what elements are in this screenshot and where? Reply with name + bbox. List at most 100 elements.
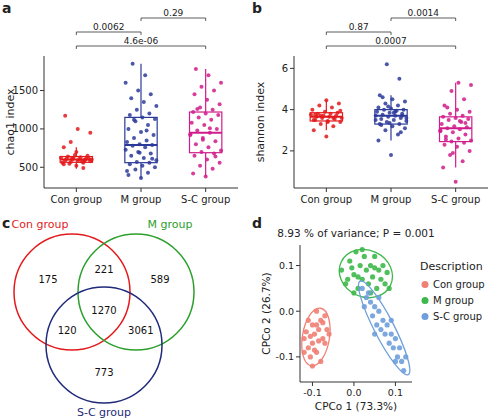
point [67,162,71,166]
point [322,341,327,346]
point [87,157,91,161]
point [211,167,215,171]
point [397,122,401,126]
point [462,141,466,145]
y-tick [40,167,44,168]
point [126,127,130,131]
point [462,97,466,101]
point [312,347,317,352]
point [395,354,400,359]
point [209,118,213,122]
point [197,115,201,119]
x-axis-label: CPCo 1 (73.3%) [315,400,397,412]
whisker-high [455,83,456,117]
region-count: 1270 [91,305,116,316]
point [125,140,129,144]
point [455,108,459,112]
point [205,158,209,162]
panel-label: c [2,215,10,231]
comparison-bracket [141,18,206,21]
p-value: 0.29 [163,8,183,18]
point [374,118,378,122]
point [139,176,143,180]
point [149,92,153,96]
point [438,129,442,133]
box [375,110,407,124]
point [145,128,149,132]
x-tick [326,188,327,192]
point [375,110,379,114]
point [362,254,367,259]
p-value: 4.6e-06 [124,36,159,46]
point [364,295,369,300]
comparison-bracket [391,18,456,21]
x-tick-label: 0.1 [388,387,403,398]
point [461,159,465,163]
x-tick-label: 0.0 [346,387,361,398]
point [195,128,199,132]
point [376,309,381,314]
point [448,112,452,116]
x-tick-label: -0.1 [303,387,322,398]
legend-marker [422,313,429,320]
point [146,123,150,127]
point [319,114,323,118]
point [188,133,192,137]
group-ellipse [331,245,400,306]
point [319,122,323,126]
point [458,127,462,131]
point [445,106,449,110]
point [326,331,331,336]
point [383,101,387,105]
point [396,104,400,108]
point [324,327,329,332]
point [389,331,394,336]
comparison-bracket [76,32,141,35]
point [440,122,444,126]
y-tick-label: 2 [282,145,288,156]
p-value: 0.0014 [408,8,440,18]
point [391,345,396,350]
point [306,345,311,350]
x-tick-label: S-C group [181,194,230,205]
point [213,155,217,159]
point [441,165,445,169]
panel-venn: cCon groupM groupS-C group17558977322112… [2,215,194,419]
box [440,117,472,142]
median [190,132,222,134]
point [452,124,456,128]
point [340,116,344,120]
y-tick [40,128,44,129]
point [378,327,383,332]
y-tick [296,311,300,312]
point [372,304,377,309]
set-label: Con group [12,218,69,231]
group-ellipse [300,306,334,368]
point [204,174,208,178]
y-tick [290,150,294,151]
venn-set [78,234,194,350]
legend-marker [422,297,429,304]
point [62,145,66,149]
plot-area [300,245,412,379]
p-value: 0.0062 [93,22,125,32]
point [374,114,378,118]
point [152,133,156,137]
point [309,113,313,117]
point [349,265,354,270]
point [199,85,203,89]
point [468,149,472,153]
point [59,156,63,160]
point [201,138,205,142]
point [125,169,129,173]
region-count: 3061 [128,325,153,336]
point [469,83,473,87]
y-tick [296,265,300,266]
point [135,160,139,164]
y-tick-label: 4 [282,104,288,115]
point [218,102,222,106]
point [331,116,335,120]
point [204,112,208,116]
point [392,118,396,122]
point [198,164,202,168]
